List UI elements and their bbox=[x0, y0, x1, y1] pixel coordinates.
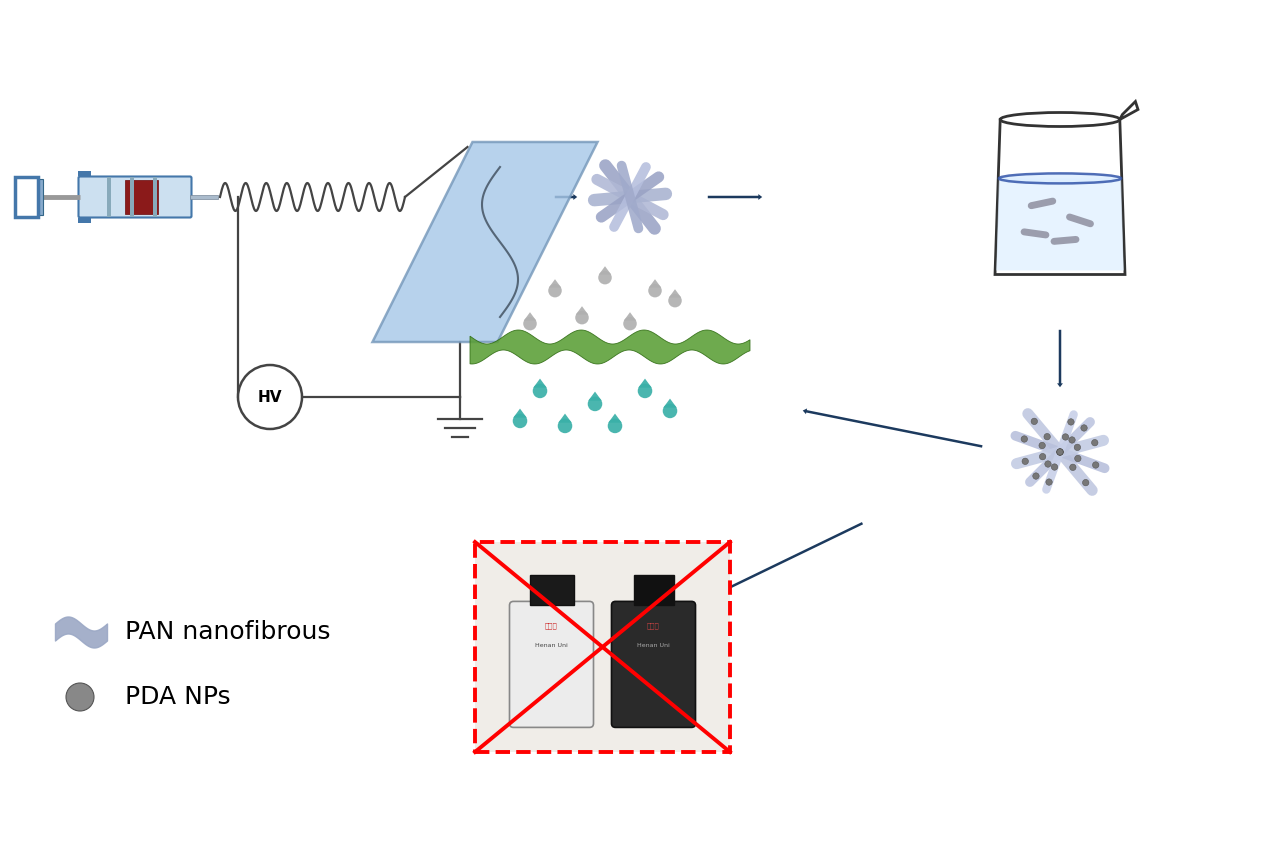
Text: Henan Uni: Henan Uni bbox=[638, 643, 669, 648]
Circle shape bbox=[1057, 449, 1063, 455]
Circle shape bbox=[548, 284, 562, 297]
Polygon shape bbox=[663, 399, 677, 408]
Polygon shape bbox=[533, 378, 547, 388]
Circle shape bbox=[1039, 442, 1046, 449]
Polygon shape bbox=[996, 178, 1123, 270]
Circle shape bbox=[1093, 462, 1099, 469]
Circle shape bbox=[238, 365, 302, 429]
FancyBboxPatch shape bbox=[612, 602, 695, 728]
Polygon shape bbox=[1119, 101, 1139, 119]
Bar bbox=[125, 180, 158, 214]
Polygon shape bbox=[524, 312, 537, 320]
Circle shape bbox=[575, 311, 589, 325]
Circle shape bbox=[1044, 434, 1051, 440]
Polygon shape bbox=[470, 330, 750, 364]
Circle shape bbox=[1091, 440, 1098, 446]
Circle shape bbox=[588, 397, 602, 412]
Bar bbox=[130, 177, 134, 217]
Text: PDA NPs: PDA NPs bbox=[125, 685, 231, 709]
Circle shape bbox=[1039, 453, 1046, 460]
Bar bbox=[107, 177, 111, 217]
Circle shape bbox=[1044, 461, 1051, 467]
Circle shape bbox=[533, 383, 547, 398]
Circle shape bbox=[1070, 464, 1076, 470]
Bar bbox=[38, 179, 43, 216]
FancyBboxPatch shape bbox=[510, 602, 593, 728]
Polygon shape bbox=[599, 266, 611, 274]
Text: PAN nanofibrous: PAN nanofibrous bbox=[125, 620, 330, 644]
Bar bbox=[78, 171, 92, 176]
Circle shape bbox=[1057, 449, 1063, 455]
Circle shape bbox=[1074, 444, 1081, 451]
Polygon shape bbox=[608, 413, 622, 423]
Circle shape bbox=[513, 413, 528, 429]
Text: 河南大: 河南大 bbox=[648, 622, 660, 629]
Polygon shape bbox=[548, 279, 561, 288]
Circle shape bbox=[523, 317, 537, 331]
Ellipse shape bbox=[998, 174, 1121, 183]
Circle shape bbox=[1068, 437, 1075, 443]
Circle shape bbox=[608, 418, 622, 433]
Bar bbox=[634, 575, 673, 606]
Circle shape bbox=[1057, 449, 1063, 455]
Circle shape bbox=[1023, 458, 1029, 464]
Bar bbox=[78, 218, 92, 223]
Circle shape bbox=[623, 317, 636, 331]
Bar bbox=[476, 542, 731, 752]
Circle shape bbox=[1021, 436, 1028, 442]
Circle shape bbox=[598, 271, 612, 285]
Polygon shape bbox=[623, 312, 636, 320]
Polygon shape bbox=[576, 306, 588, 314]
Polygon shape bbox=[372, 142, 598, 342]
Circle shape bbox=[1033, 473, 1039, 479]
Circle shape bbox=[638, 383, 653, 398]
FancyBboxPatch shape bbox=[79, 176, 191, 217]
Circle shape bbox=[1062, 434, 1068, 440]
Polygon shape bbox=[994, 119, 1125, 274]
Circle shape bbox=[648, 284, 662, 297]
Circle shape bbox=[663, 404, 677, 418]
Polygon shape bbox=[558, 413, 571, 423]
Circle shape bbox=[557, 418, 572, 433]
Circle shape bbox=[66, 683, 94, 711]
Bar bbox=[529, 575, 574, 606]
Polygon shape bbox=[588, 392, 602, 400]
Circle shape bbox=[668, 294, 682, 308]
Polygon shape bbox=[639, 378, 652, 388]
Polygon shape bbox=[669, 289, 681, 297]
Circle shape bbox=[1057, 449, 1063, 455]
Circle shape bbox=[1031, 418, 1038, 424]
Circle shape bbox=[1057, 449, 1063, 455]
Circle shape bbox=[1081, 425, 1088, 431]
Bar bbox=[153, 177, 157, 217]
Circle shape bbox=[1075, 455, 1081, 462]
Circle shape bbox=[1067, 418, 1074, 425]
Bar bbox=[476, 542, 731, 752]
Circle shape bbox=[1082, 480, 1089, 486]
Text: HV: HV bbox=[258, 389, 282, 405]
Polygon shape bbox=[649, 279, 662, 288]
Bar bbox=[190, 195, 218, 199]
Polygon shape bbox=[514, 409, 527, 417]
Circle shape bbox=[1046, 479, 1052, 486]
Text: Henan Uni: Henan Uni bbox=[536, 643, 567, 648]
Circle shape bbox=[1052, 463, 1058, 470]
Ellipse shape bbox=[1000, 112, 1119, 126]
Text: 河南大: 河南大 bbox=[546, 622, 558, 629]
